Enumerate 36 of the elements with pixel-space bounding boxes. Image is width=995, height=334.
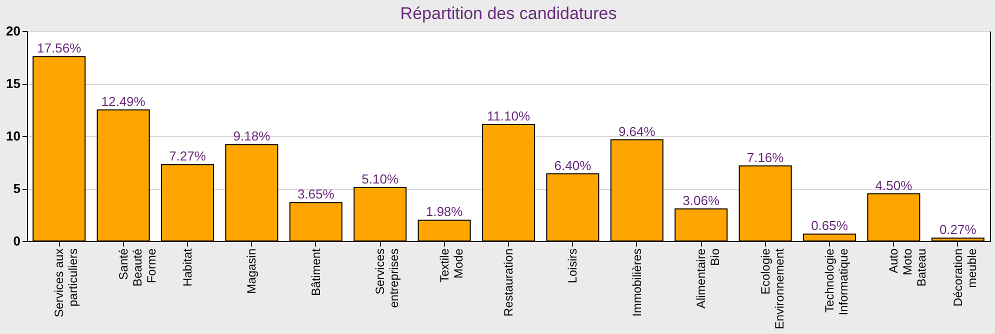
x-tick-label: Loisirs [566,248,580,284]
data-label: 0.65% [811,218,848,234]
x-tick-label: Restauration [502,248,516,317]
data-label: 9.18% [233,128,271,144]
data-label: 5.10% [362,171,399,186]
y-tick-label: 15 [6,76,20,91]
data-label: 11.10% [486,108,530,124]
data-label: 17.56% [37,40,82,56]
x-tick-label: Technologie Informatique [822,248,850,316]
x-tick-label: Décoration meuble [950,248,979,307]
chart-title: Répartition des candidatures [400,4,617,23]
data-label: 1.98% [426,204,464,220]
y-tick-label: 10 [6,128,20,144]
x-tick-label: Immobilières [630,248,644,317]
data-label: 6.40% [554,158,592,173]
x-tick-label: Bâtiment [308,248,323,296]
x-tick-label: Alimentaire Bio [694,248,722,309]
data-label: 3.06% [682,192,720,208]
x-tick-label: Ecologie Environnement [758,248,786,330]
y-tick-label: 0 [13,234,20,248]
data-label: 4.50% [875,178,913,193]
data-label: 12.49% [101,94,146,109]
data-label: 7.27% [169,148,206,164]
y-tick-label: 20 [6,24,20,38]
data-label: 9.64% [618,124,656,139]
y-tick-label: 5 [13,181,20,196]
data-label: 0.27% [939,222,977,238]
x-tick-label: Magasin [244,248,259,294]
data-label: 3.65% [297,186,335,202]
x-tick-label: Services aux particuliers [52,248,80,318]
x-tick-label: Services entreprises [373,248,402,308]
data-label: 7.16% [746,150,784,165]
x-tick-label: Santé Beauté Forme [116,248,158,287]
x-tick-label: Textile Mode [437,248,466,283]
x-tick-label: Habitat [180,248,194,287]
x-tick-label: Auto Moto Bateau [886,248,929,287]
